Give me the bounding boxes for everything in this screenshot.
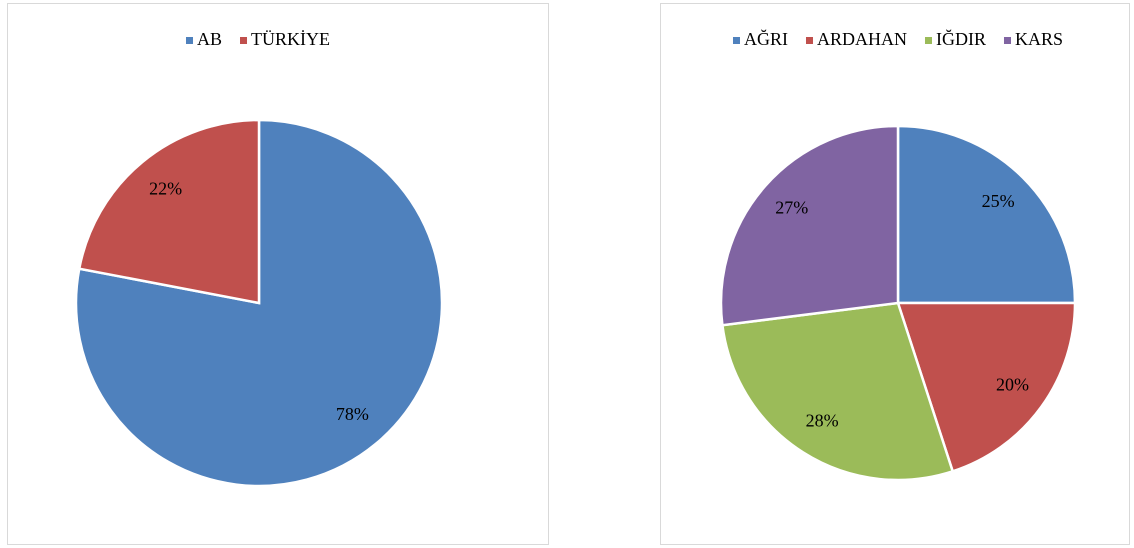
legend-swatch — [240, 37, 248, 44]
pie-slice — [720, 301, 955, 482]
data-label: 22% — [149, 178, 182, 198]
data-label: 28% — [806, 411, 839, 431]
legend-swatch — [924, 37, 932, 44]
legend-label: ARDAHAN — [817, 29, 907, 49]
data-label: 20% — [996, 374, 1029, 394]
data-label: 78% — [336, 404, 369, 424]
legend-swatch — [185, 37, 193, 44]
legend-swatch — [732, 37, 740, 44]
pie-slice — [719, 124, 900, 327]
legend-label: AB — [197, 29, 222, 49]
legend-label: IĞDIR — [936, 28, 986, 49]
legend-swatch — [1003, 37, 1011, 44]
legend-label: AĞRI — [744, 28, 788, 49]
legend-swatch — [805, 37, 813, 44]
pie-slice — [896, 124, 1077, 305]
data-label: 25% — [982, 191, 1015, 211]
data-label: 27% — [775, 197, 808, 217]
legend-label: KARS — [1015, 29, 1063, 49]
pie-slice — [77, 118, 261, 305]
legend-label: TÜRKİYE — [251, 29, 330, 49]
pie-slice — [896, 301, 1077, 473]
pie-slice — [74, 118, 444, 488]
